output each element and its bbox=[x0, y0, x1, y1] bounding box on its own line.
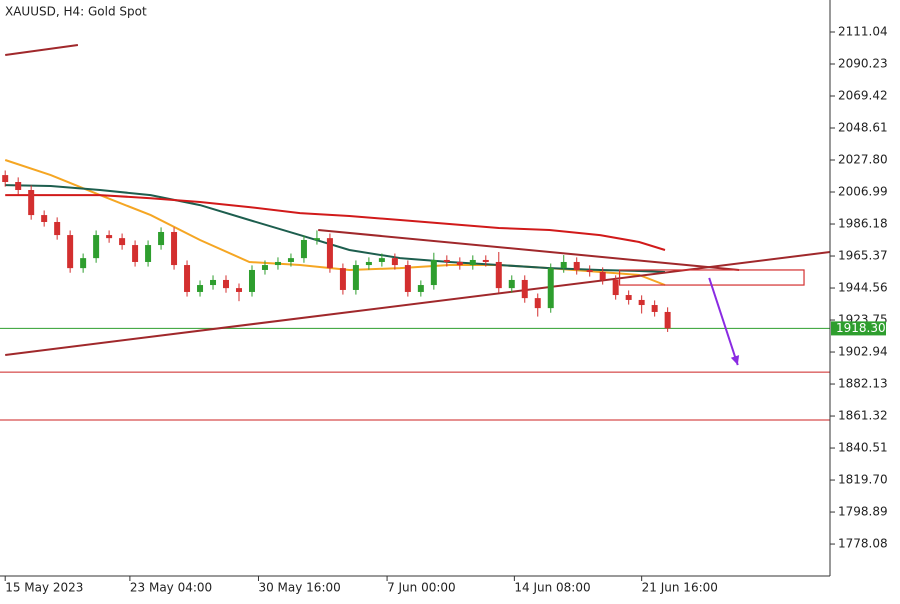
candle-body bbox=[248, 269, 255, 292]
candle-body bbox=[560, 261, 567, 269]
x-tick-label: 23 May 04:00 bbox=[130, 581, 212, 595]
y-tick-label: 2111.04 bbox=[838, 25, 888, 39]
candle-body bbox=[391, 258, 398, 266]
arrow-head bbox=[730, 355, 740, 366]
candle-body bbox=[326, 238, 333, 269]
last-price-label: 1918.30 bbox=[836, 321, 886, 335]
y-tick-label: 1798.89 bbox=[838, 505, 888, 519]
candle-body bbox=[443, 259, 450, 262]
candle-body bbox=[223, 279, 230, 289]
moving-average bbox=[5, 194, 666, 251]
candle-body bbox=[339, 268, 346, 290]
candle-body bbox=[664, 311, 671, 329]
x-tick-label: 14 Jun 08:00 bbox=[514, 581, 590, 595]
candle-body bbox=[586, 269, 593, 272]
candle-body bbox=[145, 245, 152, 262]
y-tick-label: 1882.13 bbox=[838, 377, 888, 391]
candle-body bbox=[378, 258, 385, 262]
candle-body bbox=[456, 261, 463, 266]
plot-area bbox=[0, 44, 830, 421]
x-tick-label: 21 Jun 16:00 bbox=[642, 581, 718, 595]
candle-body bbox=[508, 279, 515, 289]
candle-body bbox=[119, 238, 126, 246]
candle-body bbox=[67, 235, 74, 269]
y-tick-label: 1778.08 bbox=[838, 537, 888, 551]
candle-body bbox=[2, 175, 9, 183]
trendline bbox=[5, 251, 830, 356]
candle-body bbox=[599, 271, 606, 280]
moving-average bbox=[4, 159, 666, 286]
candle-body bbox=[54, 221, 61, 236]
y-tick-label: 1965.37 bbox=[838, 249, 888, 263]
y-tick-label: 2027.80 bbox=[838, 153, 888, 167]
last-price-tag bbox=[831, 321, 886, 336]
candle-body bbox=[547, 268, 554, 309]
candle-body bbox=[521, 279, 528, 299]
candle-body bbox=[261, 265, 268, 270]
candle-body bbox=[197, 285, 204, 292]
candle-body bbox=[274, 261, 281, 266]
x-tick-label: 7 Jun 00:00 bbox=[387, 581, 456, 595]
y-tick-label: 1861.32 bbox=[838, 409, 888, 423]
y-tick-label: 1902.94 bbox=[838, 345, 888, 359]
candle-body bbox=[638, 299, 645, 306]
y-tick-label: 2048.61 bbox=[838, 121, 888, 135]
candle-body bbox=[313, 238, 320, 240]
moving-average bbox=[5, 184, 666, 273]
candle-body bbox=[482, 259, 489, 262]
y-tick-label: 2069.42 bbox=[838, 89, 888, 103]
candle-body bbox=[28, 190, 35, 216]
candle-body bbox=[41, 215, 48, 222]
candle-body bbox=[404, 265, 411, 292]
trendline bbox=[5, 44, 79, 56]
candle-body bbox=[625, 295, 632, 300]
y-tick-label: 1819.70 bbox=[838, 473, 888, 487]
candle-body bbox=[132, 245, 139, 262]
candle-body bbox=[235, 288, 242, 292]
y-tick-label: 1840.51 bbox=[838, 441, 888, 455]
x-tick-label: 15 May 2023 bbox=[5, 581, 83, 595]
y-tick-label: 2090.23 bbox=[838, 57, 888, 71]
candle-body bbox=[495, 261, 502, 289]
y-tick-label: 1944.56 bbox=[838, 281, 888, 295]
candle-body bbox=[430, 259, 437, 286]
candle-body bbox=[417, 285, 424, 292]
candle-body bbox=[534, 298, 541, 309]
y-tick-label: 1986.18 bbox=[838, 217, 888, 231]
candle-body bbox=[365, 261, 372, 266]
trendline bbox=[318, 229, 740, 271]
candle-body bbox=[93, 235, 100, 259]
candle-body bbox=[80, 258, 87, 269]
candle-body bbox=[106, 235, 113, 239]
candle-body bbox=[469, 259, 476, 266]
arrow-shaft bbox=[708, 277, 739, 366]
y-tick-label: 2006.99 bbox=[838, 185, 888, 199]
candle-body bbox=[651, 305, 658, 312]
candle-body bbox=[352, 265, 359, 290]
candle-body bbox=[15, 182, 22, 191]
candle-body bbox=[184, 265, 191, 292]
candle-body bbox=[300, 239, 307, 259]
candle-body bbox=[158, 231, 165, 246]
candle-body bbox=[573, 261, 580, 270]
candle-body bbox=[287, 258, 294, 262]
chart-title: XAUUSD, H4: Gold Spot bbox=[5, 5, 147, 19]
candle-body bbox=[612, 279, 619, 296]
x-tick-label: 30 May 16:00 bbox=[258, 581, 340, 595]
candle-body bbox=[171, 231, 178, 266]
candle-body bbox=[210, 279, 217, 286]
